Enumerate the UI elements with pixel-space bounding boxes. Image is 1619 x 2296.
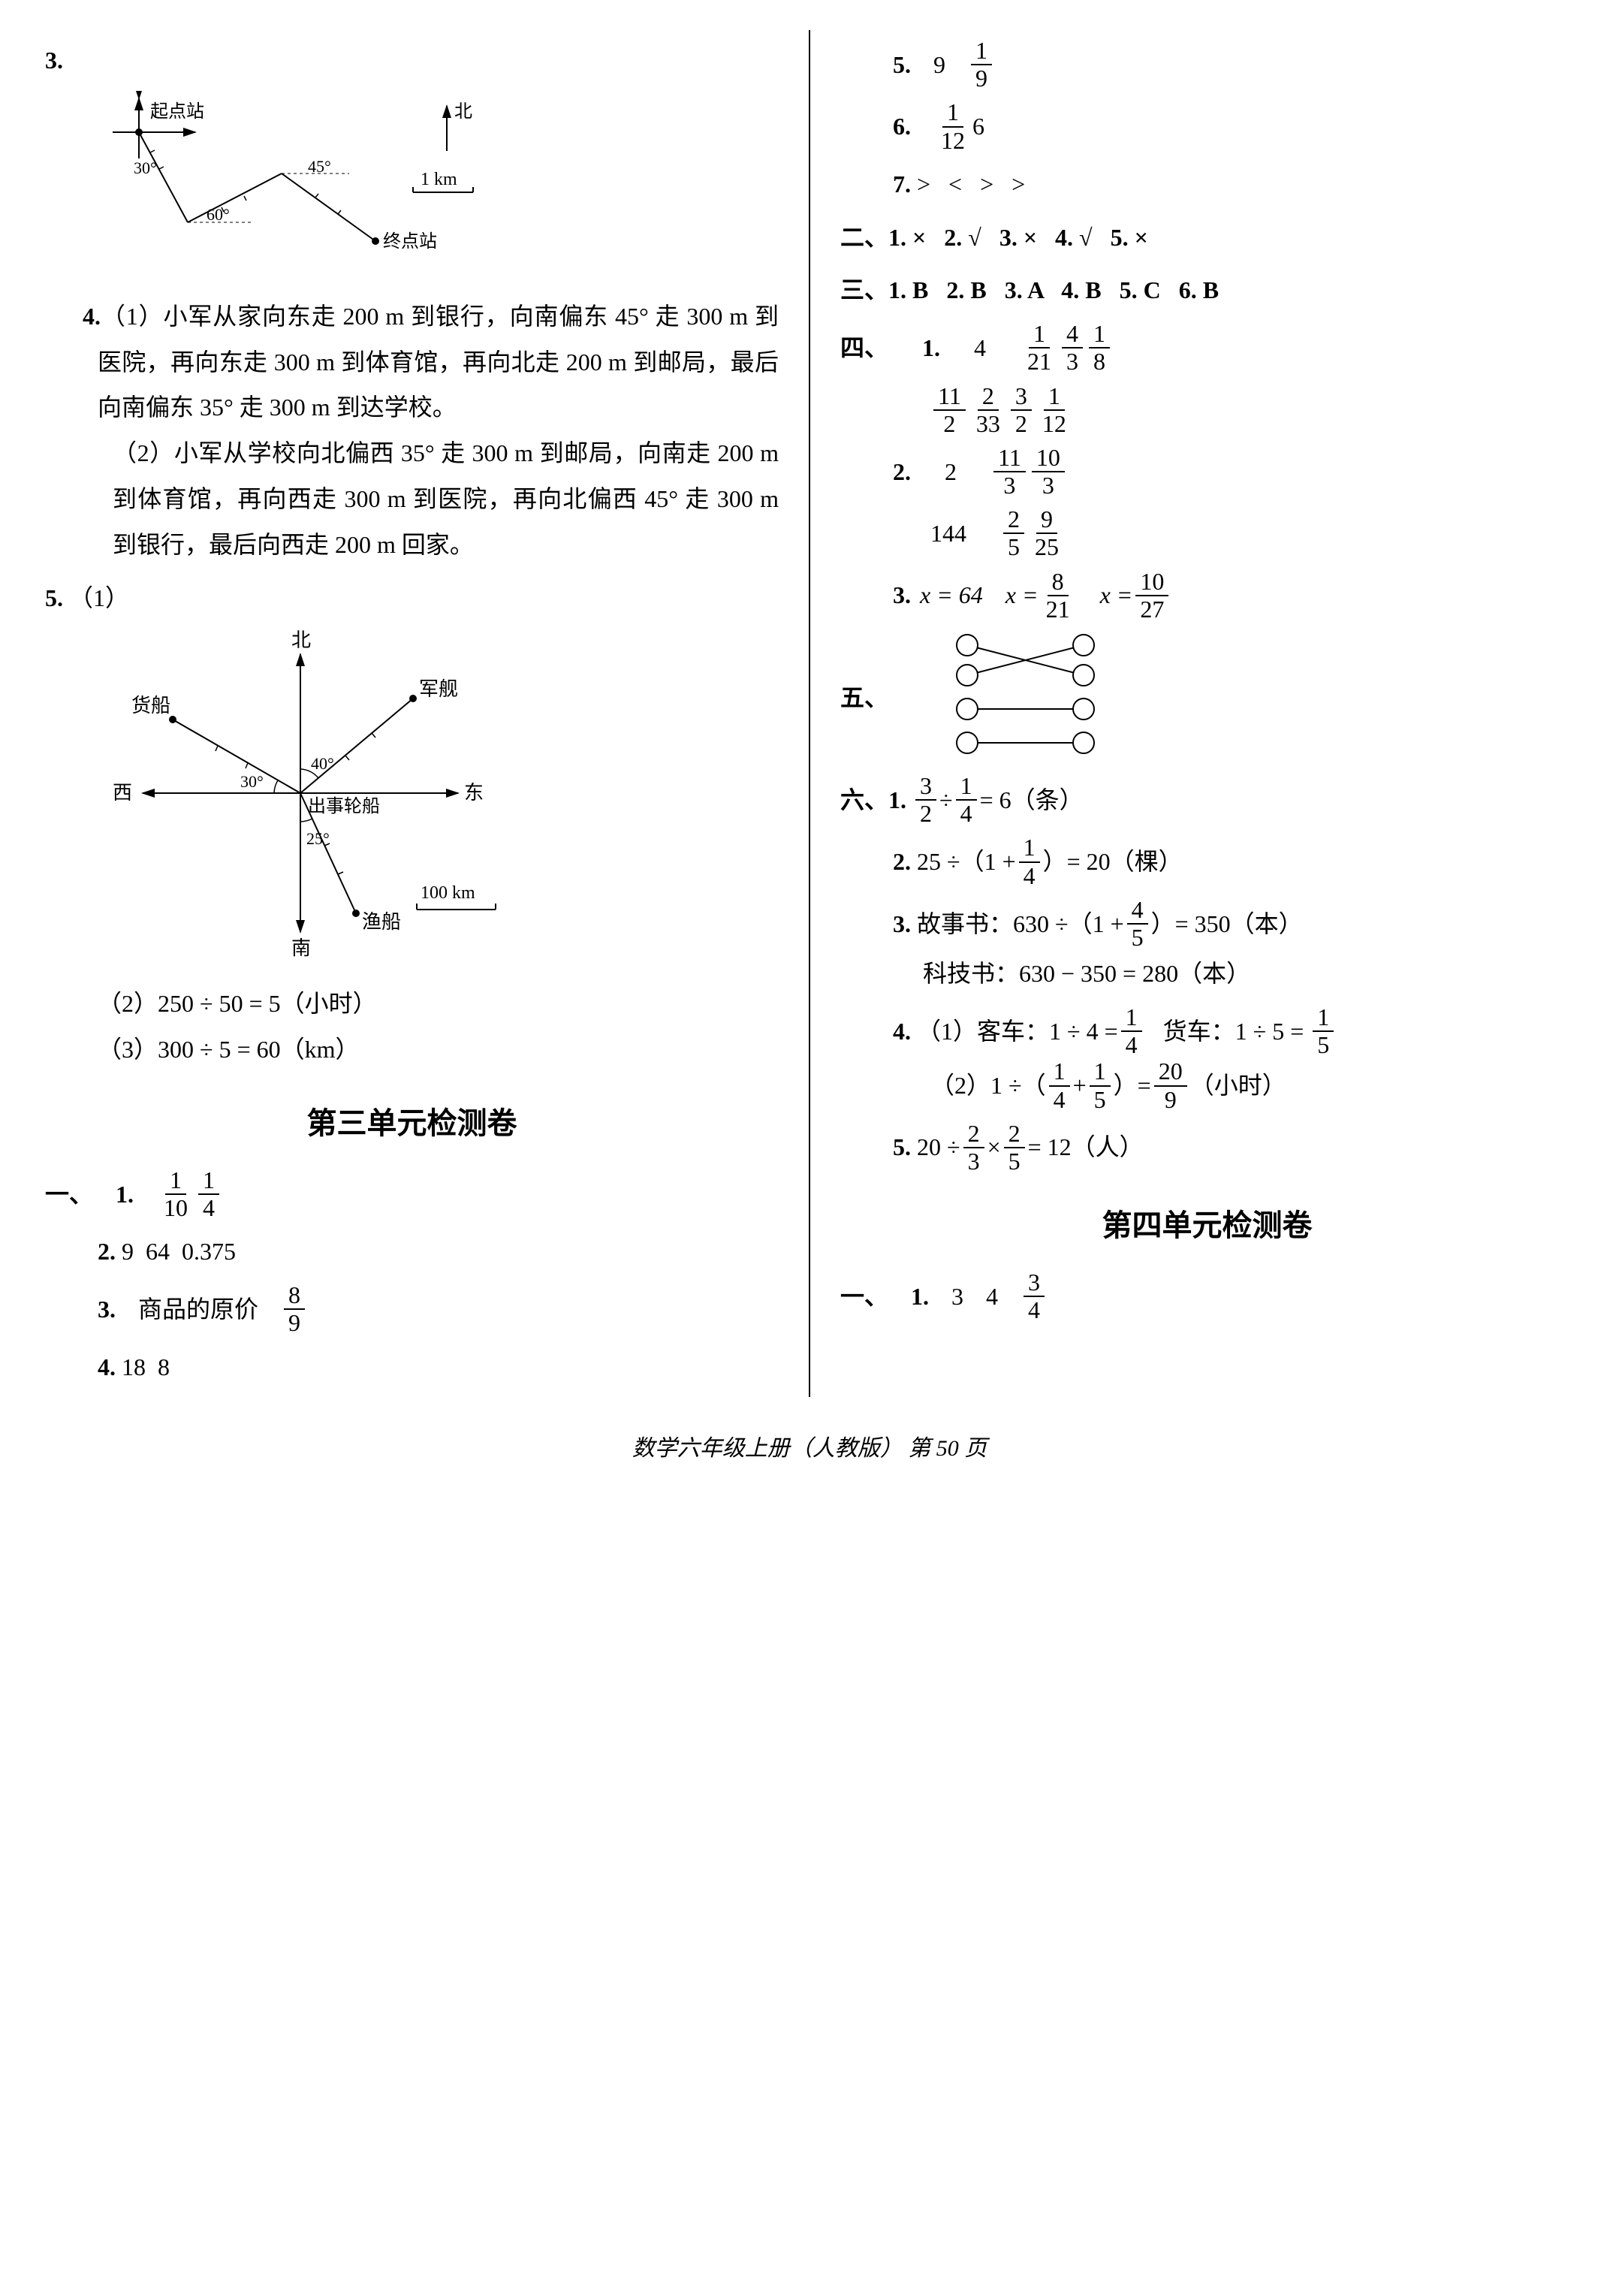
content-columns: 3. 起点站 30° — [45, 30, 1574, 1397]
fraction: 14 — [1049, 1058, 1070, 1112]
fraction: 14 — [956, 773, 977, 827]
svg-text:30°: 30° — [240, 772, 264, 791]
r-sec4-l3: 3. x = 64 x = 821 x = 1027 — [840, 569, 1574, 623]
fraction: 113 — [993, 445, 1026, 499]
fig1-start: 起点站 — [150, 101, 204, 122]
fraction: 15 — [1313, 1004, 1334, 1058]
fraction: 14 — [1019, 834, 1040, 889]
r-sec3: 三、1. B 2. B 3. A 4. B 5. C 6. B — [840, 267, 1574, 313]
svg-text:东: 东 — [464, 782, 484, 804]
svg-text:货船: 货船 — [131, 695, 170, 717]
svg-text:军舰: 军舰 — [419, 678, 458, 700]
q4-p1: 4.（1）小军从家向东走 200 m 到银行，向南偏东 45° 走 300 m … — [45, 294, 779, 430]
svg-text:100 km: 100 km — [421, 883, 475, 903]
fig1-dest: 终点站 — [383, 231, 437, 252]
r-sec6-l3: 3. 故事书：630 ÷（1 + 45 ）= 350（本） 科技书：630 − … — [840, 897, 1574, 997]
q3: 3. 起点站 30° — [45, 38, 779, 286]
r-i5: 5. 9 19 — [840, 38, 1574, 92]
l-sec1-i3: 3. 商品的原价 89 — [45, 1282, 779, 1336]
r-sec6-l4: 4. （1）客车：1 ÷ 4 = 14 货车：1 ÷ 5 = 15 （2）1 ÷… — [840, 1004, 1574, 1113]
fraction: 23 — [963, 1121, 984, 1175]
q5: 5. （1） 北 南 东 西 — [45, 575, 779, 1073]
fraction: 34 — [1024, 1269, 1045, 1323]
fraction: 110 — [159, 1167, 192, 1221]
heading-unit3: 第三单元检测卷 — [45, 1095, 779, 1152]
l-sec1-i1: 一、 1. 110 14 — [45, 1167, 779, 1221]
r-i6: 6. 112 6 — [840, 99, 1574, 153]
figure-compass: 北 南 东 西 军舰 40° 货船 30 — [98, 628, 548, 973]
q5-p1l: （1） — [69, 584, 129, 611]
r-sec2: 二、1. × 2. √ 3. × 4. √ 5. × — [840, 215, 1574, 261]
fraction: 209 — [1154, 1058, 1187, 1112]
q4-p2: （2）小军从学校向北偏西 35° 走 300 m 到邮局，向南走 200 m 到… — [45, 430, 779, 567]
fig1-a30: 30° — [134, 158, 157, 177]
q5-p2: （2）250 ÷ 50 = 5（小时） — [45, 981, 779, 1027]
fraction: 45 — [1127, 897, 1148, 951]
fraction: 89 — [284, 1282, 305, 1336]
q5-p3: （3）300 ÷ 5 = 60（km） — [45, 1027, 779, 1073]
svg-text:25°: 25° — [306, 829, 330, 848]
fig1-scale: 1 km — [421, 170, 457, 189]
sec1-label: 一、 — [45, 1172, 93, 1217]
fig1-north: 北 — [454, 101, 472, 122]
fraction: 14 — [1121, 1004, 1142, 1058]
fig1-a60: 60° — [207, 205, 230, 224]
fraction: 19 — [971, 38, 992, 92]
fraction: 233 — [972, 383, 1005, 437]
fraction: 821 — [1042, 569, 1075, 623]
left-column: 3. 起点站 30° — [45, 30, 810, 1397]
heading-unit4: 第四单元检测卷 — [840, 1197, 1574, 1254]
fraction: 121 — [1023, 321, 1056, 375]
fraction: 925 — [1030, 506, 1063, 560]
fraction: 14 — [198, 1167, 219, 1221]
svg-text:南: 南 — [291, 937, 311, 959]
fig1-a45: 45° — [308, 157, 331, 176]
r-sec5: 五、 — [840, 630, 1574, 765]
fraction: 43 — [1062, 321, 1083, 375]
page-footer: 数学六年级上册（人教版） 第 50 页 — [45, 1427, 1574, 1470]
fraction: 1027 — [1135, 569, 1168, 623]
svg-text:渔船: 渔船 — [362, 911, 401, 933]
r-sec4-l2b: 144 25 925 — [840, 506, 1574, 560]
q4: 4.（1）小军从家向东走 200 m 到银行，向南偏东 45° 走 300 m … — [45, 294, 779, 568]
r-sec4-l2: 2. 2 113 103 — [840, 445, 1574, 499]
r-i7: 7. > < > > — [840, 161, 1574, 207]
l-sec1-i2: 2. 9 64 0.375 — [45, 1229, 779, 1275]
fraction: 25 — [1003, 506, 1024, 560]
fraction: 32 — [1011, 383, 1032, 437]
figure-matching — [948, 630, 1114, 765]
q5-label: 5. — [45, 584, 63, 611]
r-sec4-l1b: 112 233 32 112 — [840, 383, 1574, 437]
svg-text:北: 北 — [291, 629, 311, 651]
right-column: 5. 9 19 6. 112 6 7. > < > > 二、1. × 2. √ … — [810, 30, 1574, 1397]
fraction: 25 — [1004, 1121, 1025, 1175]
r-sec6-l2: 2. 25 ÷（1 + 14 ）= 20（棵） — [840, 834, 1574, 889]
fraction: 112 — [1038, 383, 1071, 437]
figure-route: 起点站 30° 60° 45° 终点站 — [98, 91, 518, 286]
fraction: 15 — [1090, 1058, 1111, 1112]
r-sec6-l5: 5. 20 ÷ 23 × 25 = 12（人） — [840, 1121, 1574, 1175]
svg-text:西: 西 — [113, 782, 132, 804]
fraction: 103 — [1032, 445, 1065, 499]
l-sec1-i4: 4. 18 8 — [45, 1344, 779, 1390]
fraction: 32 — [915, 773, 936, 827]
r-sec6-l1: 六、 1. 32 ÷ 14 = 6（条） — [840, 773, 1574, 827]
fraction: 18 — [1089, 321, 1110, 375]
r-sec4-l1: 四、 1. 4 121 43 18 — [840, 321, 1574, 375]
fraction: 112 — [933, 383, 966, 437]
svg-text:出事轮船: 出事轮船 — [308, 796, 380, 816]
svg-text:40°: 40° — [311, 754, 334, 773]
r-sec1b-i1: 一、 1. 3 4 34 — [840, 1269, 1574, 1323]
q3-label: 3. — [45, 47, 63, 74]
fraction: 112 — [936, 99, 969, 153]
